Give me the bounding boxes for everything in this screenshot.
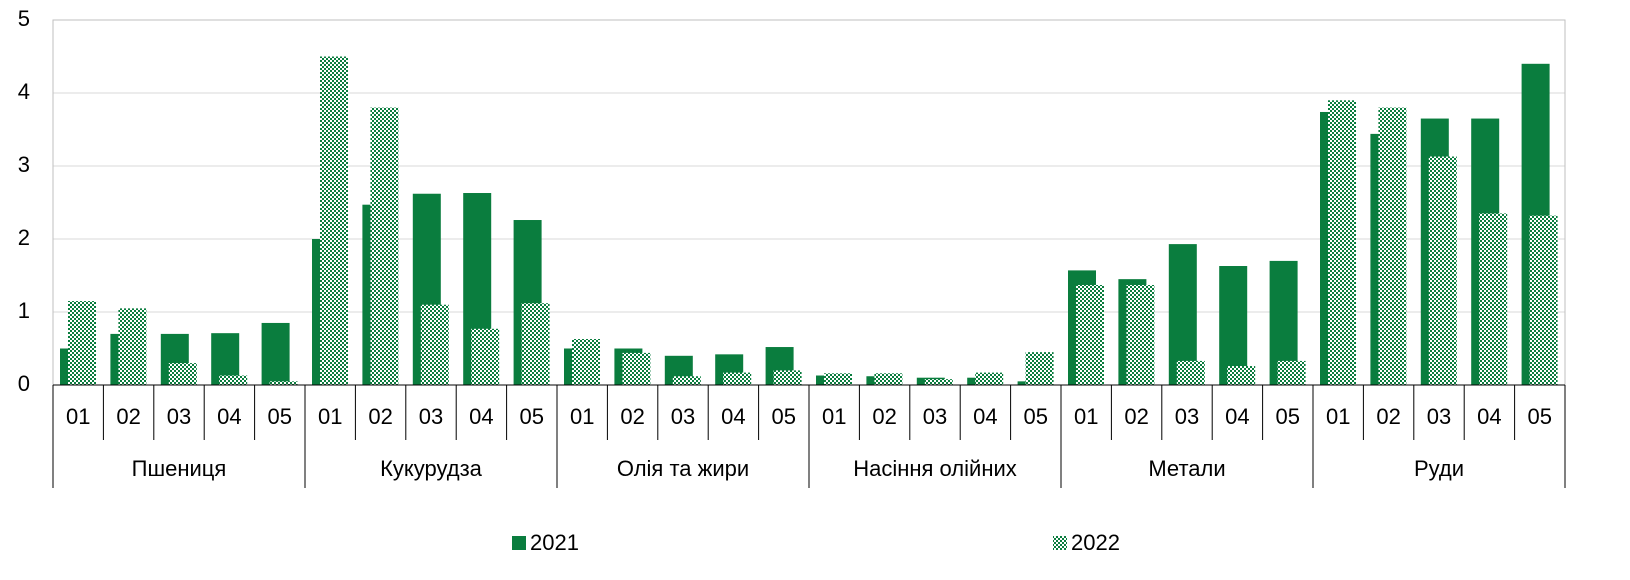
x-tick-label: 02 — [872, 404, 896, 429]
bar — [1219, 266, 1248, 385]
x-tick-label: 03 — [167, 404, 191, 429]
x-tick-label: 01 — [66, 404, 90, 429]
x-tick-label: 03 — [671, 404, 695, 429]
bar — [1378, 107, 1407, 385]
bar — [924, 379, 953, 385]
x-tick-label: 04 — [721, 404, 745, 429]
x-tick-label: 03 — [1175, 404, 1199, 429]
x-tick-label: 05 — [268, 404, 292, 429]
bar — [1328, 100, 1356, 386]
y-tick-label: 3 — [18, 152, 30, 177]
x-tick-label: 04 — [217, 404, 241, 429]
bar — [168, 363, 197, 385]
bar — [672, 376, 701, 385]
x-tick-label: 05 — [1024, 404, 1048, 429]
bar — [118, 308, 147, 385]
bar — [261, 322, 290, 385]
x-tick-label: 02 — [1124, 404, 1148, 429]
x-tick-label: 03 — [923, 404, 947, 429]
x-tick-label: 02 — [620, 404, 644, 429]
x-tick-label: 01 — [570, 404, 594, 429]
bar — [824, 373, 852, 385]
bar — [1126, 284, 1155, 385]
bar — [723, 372, 752, 385]
legend-swatch — [1053, 536, 1067, 550]
x-tick-label: 01 — [318, 404, 342, 429]
y-tick-label: 1 — [18, 298, 30, 323]
legend-label: 2021 — [530, 530, 579, 555]
bar — [370, 107, 399, 385]
x-tick-label: 03 — [1427, 404, 1451, 429]
bar — [1529, 215, 1558, 385]
bar — [68, 301, 96, 385]
x-tick-label: 01 — [822, 404, 846, 429]
group-label: Руди — [1414, 456, 1464, 481]
x-tick-label: 05 — [520, 404, 544, 429]
x-tick-label: 04 — [1477, 404, 1501, 429]
x-tick-label: 01 — [1074, 404, 1098, 429]
x-tick-label: 04 — [973, 404, 997, 429]
bar — [420, 304, 449, 385]
x-tick-label: 02 — [1376, 404, 1400, 429]
bar — [320, 56, 348, 385]
bar — [521, 303, 550, 385]
x-tick-label: 05 — [1528, 404, 1552, 429]
bar — [219, 375, 248, 385]
x-tick-label: 05 — [1276, 404, 1300, 429]
x-tick-label: 04 — [469, 404, 493, 429]
x-tick-label: 02 — [368, 404, 392, 429]
bar — [1176, 360, 1205, 385]
group-label: Метали — [1148, 456, 1225, 481]
bar — [975, 372, 1004, 385]
legend-label: 2022 — [1071, 530, 1120, 555]
x-tick-label: 01 — [1326, 404, 1350, 429]
bar — [622, 352, 651, 385]
group-label: Олія та жири — [617, 456, 749, 481]
bar — [1227, 366, 1256, 385]
bar — [471, 328, 500, 385]
bar — [1277, 360, 1306, 385]
x-tick-label: 05 — [772, 404, 796, 429]
group-label: Насіння олійних — [853, 456, 1017, 481]
x-tick-label: 04 — [1225, 404, 1249, 429]
bar — [1076, 284, 1104, 385]
legend-swatch — [512, 536, 526, 550]
y-tick-label: 0 — [18, 371, 30, 396]
x-tick-label: 02 — [116, 404, 140, 429]
group-label: Пшениця — [132, 456, 227, 481]
x-tick-label: 03 — [419, 404, 443, 429]
bar — [1479, 213, 1508, 385]
bar — [1428, 156, 1457, 385]
bar — [269, 381, 298, 385]
bar — [874, 373, 903, 385]
y-tick-label: 2 — [18, 225, 30, 250]
bar — [773, 370, 802, 385]
group-label: Кукурудза — [380, 456, 483, 481]
bar — [1025, 352, 1054, 385]
bar — [572, 339, 600, 385]
y-tick-label: 5 — [18, 6, 30, 31]
y-tick-label: 4 — [18, 79, 30, 104]
